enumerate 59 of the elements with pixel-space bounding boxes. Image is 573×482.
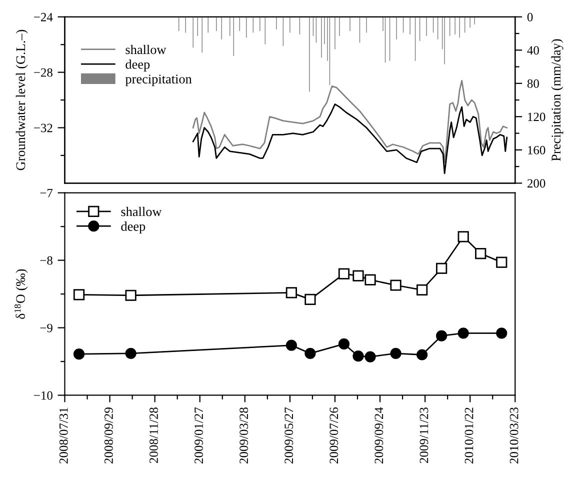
point (286, 287, 297, 298)
point (496, 328, 508, 339)
y2-axis-title: Precipitation (mm/day) (551, 39, 564, 162)
legend-label: shallow (126, 44, 166, 54)
x-tick-label: 2009/01/27 (194, 407, 203, 464)
line-series (192, 80, 508, 164)
x-tick-label: 2009/07/26 (330, 407, 338, 464)
y-axis-title: δ$^{18}$O (‰) (14, 269, 28, 319)
point (390, 280, 402, 291)
point (73, 289, 85, 300)
x-tick-label: 2009/03/28 (240, 408, 248, 464)
point (286, 340, 297, 351)
legend-label: deep (121, 222, 146, 234)
point (304, 294, 316, 305)
line-series (192, 103, 508, 174)
y2-tick-label: 120 (528, 112, 546, 122)
point (496, 256, 508, 268)
y2-tick-label: 160 (528, 146, 546, 154)
y-tick-label: −24 (34, 12, 53, 22)
point (125, 290, 136, 301)
point (352, 270, 364, 282)
point (458, 231, 469, 242)
y2-tick-label: 80 (527, 79, 539, 88)
legend-label: shallow (121, 206, 162, 216)
y-tick-label: −28 (34, 68, 52, 77)
x-tick-label: 2010/03/23 (510, 408, 518, 464)
point (364, 274, 376, 286)
point (436, 262, 448, 274)
x-tick-label: 2009/09/24 (374, 407, 384, 464)
point (416, 284, 428, 296)
x-tick-label: 2008/07/31 (59, 408, 68, 464)
legend-label: precipitation (125, 74, 192, 86)
y2-tick-label: 0 (527, 12, 533, 22)
point (352, 350, 364, 362)
point (475, 248, 486, 260)
x-tick-label: 2009/05/27 (284, 407, 294, 464)
point (390, 348, 402, 359)
y-tick-label: −8 (40, 256, 52, 265)
point (304, 348, 316, 359)
point (436, 330, 448, 342)
y2-tick-label: 200 (527, 179, 546, 188)
point (458, 328, 469, 339)
point (73, 348, 85, 360)
x-tick-label: 2010/01/22 (464, 408, 474, 464)
point (416, 349, 428, 360)
y-axis-title: Groundwater level (G.L.–) (16, 30, 28, 170)
y2-tick-label: 40 (527, 46, 539, 55)
x-tick-label: 2008/09/29 (104, 408, 113, 464)
y-tick-label: −10 (34, 391, 52, 400)
point (338, 268, 350, 280)
y-tick-label: −7 (40, 188, 53, 198)
x-tick-label: 2008/11/28 (150, 408, 158, 463)
point (125, 348, 136, 359)
y-tick-label: −9 (40, 324, 52, 332)
x-tick-label: 2009/11/23 (420, 408, 428, 463)
point (364, 351, 376, 362)
legend-label: deep (126, 60, 150, 72)
y-tick-label: −32 (34, 124, 52, 132)
point (338, 338, 350, 350)
